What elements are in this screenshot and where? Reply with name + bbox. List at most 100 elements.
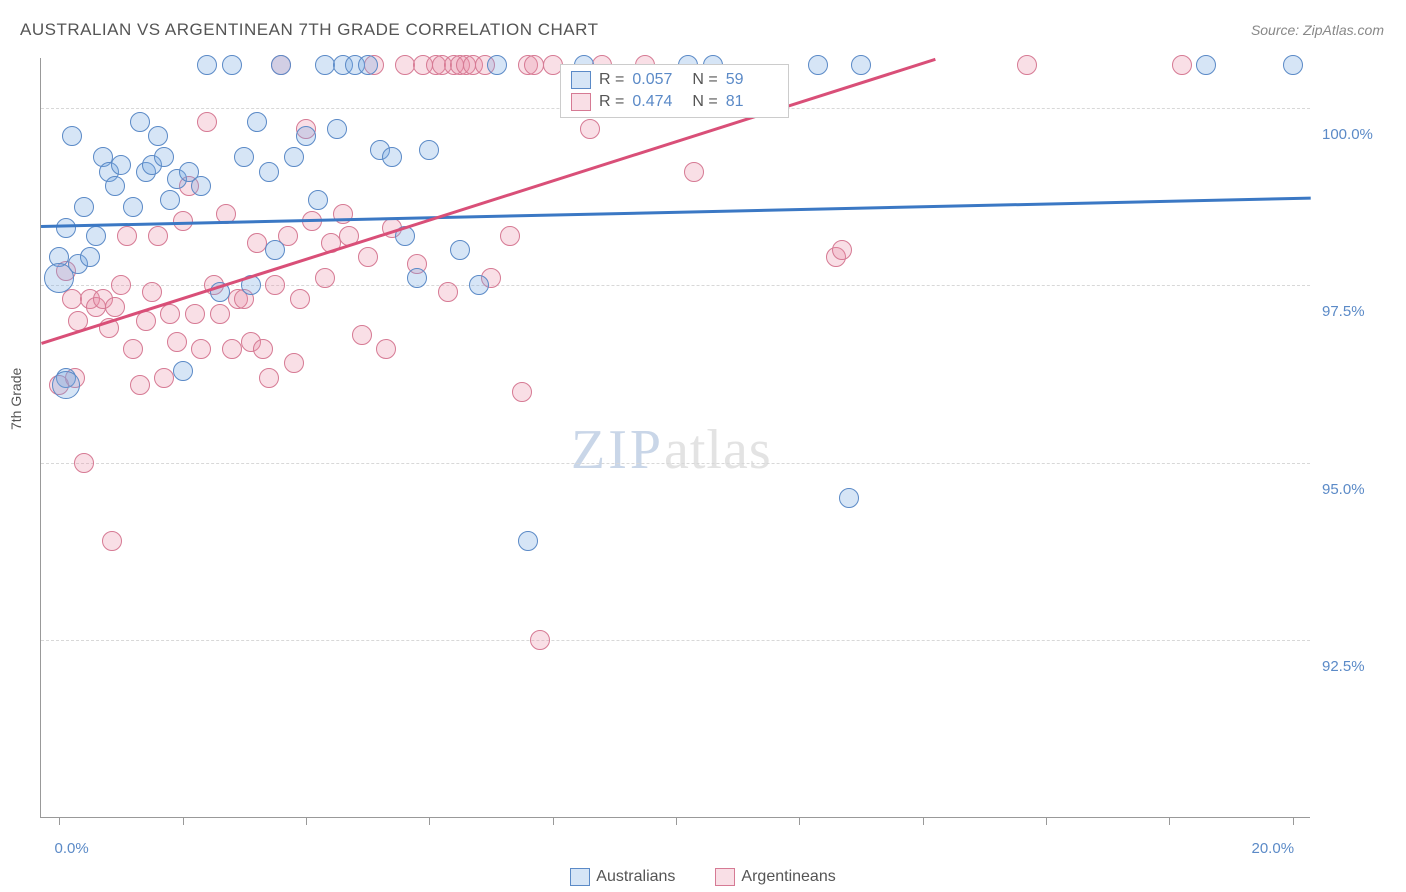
scatter-point bbox=[832, 240, 852, 260]
scatter-point bbox=[102, 531, 122, 551]
scatter-point bbox=[450, 240, 470, 260]
scatter-point bbox=[419, 140, 439, 160]
legend-r-label: R = bbox=[599, 71, 624, 89]
legend-n-label: N = bbox=[692, 71, 717, 89]
scatter-point bbox=[524, 55, 544, 75]
scatter-point bbox=[487, 55, 507, 75]
scatter-point bbox=[62, 289, 82, 309]
scatter-point bbox=[222, 339, 242, 359]
legend-series-label: Argentineans bbox=[741, 868, 835, 885]
scatter-point bbox=[518, 531, 538, 551]
y-tick-label: 92.5% bbox=[1322, 658, 1365, 675]
scatter-point bbox=[284, 147, 304, 167]
y-tick-label: 97.5% bbox=[1322, 303, 1365, 320]
scatter-point bbox=[142, 282, 162, 302]
scatter-point bbox=[284, 353, 304, 373]
scatter-point bbox=[500, 226, 520, 246]
scatter-point bbox=[111, 155, 131, 175]
legend-n-label: N = bbox=[692, 93, 717, 111]
scatter-point bbox=[352, 325, 372, 345]
legend-stats-box: R = 0.057 N = 59 R = 0.474 N = 81 bbox=[560, 64, 789, 118]
scatter-point bbox=[395, 55, 415, 75]
scatter-point bbox=[210, 304, 230, 324]
scatter-point bbox=[148, 126, 168, 146]
legend-series-label: Australians bbox=[596, 868, 675, 885]
scatter-point bbox=[271, 55, 291, 75]
scatter-point bbox=[1196, 55, 1216, 75]
scatter-point bbox=[530, 630, 550, 650]
legend-item: Argentineans bbox=[715, 868, 835, 886]
scatter-point bbox=[580, 119, 600, 139]
scatter-point bbox=[315, 268, 335, 288]
watermark: ZIPatlas bbox=[571, 418, 772, 482]
scatter-point bbox=[80, 247, 100, 267]
scatter-point bbox=[167, 332, 187, 352]
scatter-point bbox=[74, 453, 94, 473]
scatter-point bbox=[62, 126, 82, 146]
scatter-point bbox=[247, 233, 267, 253]
x-tick-mark bbox=[59, 817, 60, 825]
scatter-point bbox=[407, 268, 427, 288]
scatter-point bbox=[160, 304, 180, 324]
scatter-point bbox=[111, 275, 131, 295]
scatter-point bbox=[154, 368, 174, 388]
scatter-point bbox=[1017, 55, 1037, 75]
legend-n-value: 59 bbox=[726, 71, 778, 89]
scatter-point bbox=[684, 162, 704, 182]
x-tick-mark bbox=[923, 817, 924, 825]
scatter-point bbox=[130, 375, 150, 395]
legend-r-value: 0.474 bbox=[632, 93, 684, 111]
scatter-point bbox=[191, 339, 211, 359]
scatter-point bbox=[130, 112, 150, 132]
scatter-point bbox=[253, 339, 273, 359]
x-tick-label: 0.0% bbox=[54, 840, 88, 857]
scatter-point bbox=[1283, 55, 1303, 75]
gridline-h bbox=[41, 640, 1310, 641]
scatter-point bbox=[259, 162, 279, 182]
scatter-point bbox=[173, 361, 193, 381]
scatter-point bbox=[358, 247, 378, 267]
x-tick-mark bbox=[1046, 817, 1047, 825]
scatter-point bbox=[1172, 55, 1192, 75]
scatter-point bbox=[197, 112, 217, 132]
legend-stats-row: R = 0.474 N = 81 bbox=[571, 91, 778, 113]
scatter-point bbox=[327, 119, 347, 139]
scatter-point bbox=[105, 297, 125, 317]
scatter-point bbox=[851, 55, 871, 75]
scatter-point bbox=[191, 176, 211, 196]
scatter-point bbox=[358, 55, 378, 75]
chart-title: AUSTRALIAN VS ARGENTINEAN 7TH GRADE CORR… bbox=[20, 20, 598, 40]
x-tick-label: 20.0% bbox=[1252, 840, 1295, 857]
y-axis-label: 7th Grade bbox=[8, 368, 24, 430]
scatter-point bbox=[148, 226, 168, 246]
scatter-point bbox=[197, 55, 217, 75]
scatter-point bbox=[56, 218, 76, 238]
scatter-point bbox=[234, 147, 254, 167]
y-tick-label: 100.0% bbox=[1322, 126, 1373, 143]
scatter-point bbox=[265, 240, 285, 260]
scatter-point bbox=[265, 275, 285, 295]
scatter-plot: ZIPatlas bbox=[40, 58, 1310, 818]
scatter-point bbox=[86, 226, 106, 246]
scatter-point bbox=[308, 190, 328, 210]
watermark-zip: ZIP bbox=[571, 419, 664, 481]
legend-n-value: 81 bbox=[726, 93, 778, 111]
scatter-point bbox=[512, 382, 532, 402]
scatter-point bbox=[123, 197, 143, 217]
legend-swatch bbox=[715, 868, 735, 886]
legend-r-value: 0.057 bbox=[632, 71, 684, 89]
scatter-point bbox=[105, 176, 125, 196]
scatter-point bbox=[315, 55, 335, 75]
scatter-point bbox=[808, 55, 828, 75]
source-label: Source: ZipAtlas.com bbox=[1251, 22, 1384, 38]
x-tick-mark bbox=[553, 817, 554, 825]
gridline-h bbox=[41, 285, 1310, 286]
x-tick-mark bbox=[183, 817, 184, 825]
scatter-point bbox=[290, 289, 310, 309]
scatter-point bbox=[74, 197, 94, 217]
legend-item: Australians bbox=[570, 868, 675, 886]
x-tick-mark bbox=[799, 817, 800, 825]
legend-stats-row: R = 0.057 N = 59 bbox=[571, 69, 778, 91]
legend-r-label: R = bbox=[599, 93, 624, 111]
scatter-point bbox=[376, 339, 396, 359]
